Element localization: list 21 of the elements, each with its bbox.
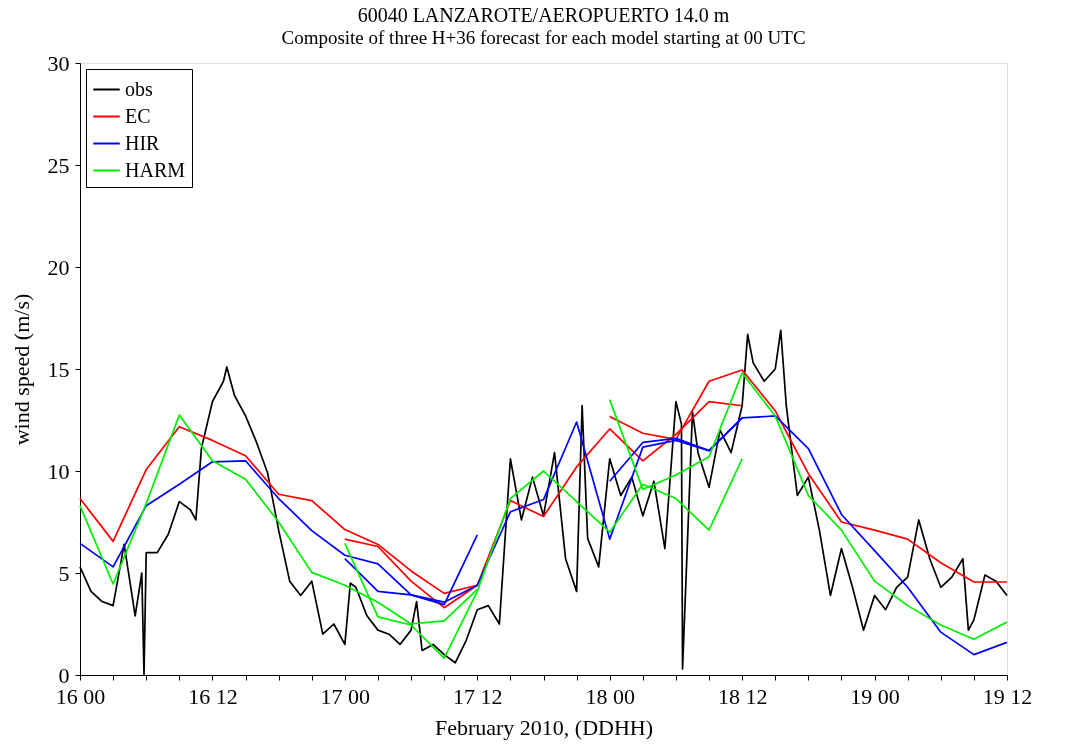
y-tick-label: 30 — [47, 50, 70, 76]
y-tick-label: 20 — [47, 254, 70, 280]
x-tick-label: 18 00 — [585, 683, 635, 709]
y-tick-label: 25 — [47, 152, 70, 178]
y-axis-title: wind speed (m/s) — [8, 293, 34, 446]
y-tick-label: 10 — [47, 458, 70, 484]
legend-label: EC — [125, 104, 151, 127]
legend-label: HARM — [125, 158, 186, 181]
x-tick-label: 17 12 — [453, 683, 503, 709]
x-tick-label: 19 12 — [982, 683, 1033, 709]
x-axis-title: February 2010, (DDHH) — [434, 714, 654, 740]
y-tick-label: 15 — [47, 356, 70, 382]
legend-label: obs — [125, 77, 153, 100]
chart-subtitle: Composite of three H+36 forecast for each model starting at 00 UTC — [281, 27, 806, 48]
x-tick-label: 17 00 — [320, 683, 371, 709]
x-tick-label: 19 00 — [850, 683, 900, 709]
legend-label: HIR — [125, 131, 161, 154]
chart-title: 60040 LANZAROTE/AEROPUERTO 14.0 m — [357, 4, 730, 26]
x-tick-label: 16 12 — [188, 683, 238, 709]
y-tick-label: 5 — [58, 560, 70, 586]
x-tick-label: 18 12 — [717, 683, 768, 709]
